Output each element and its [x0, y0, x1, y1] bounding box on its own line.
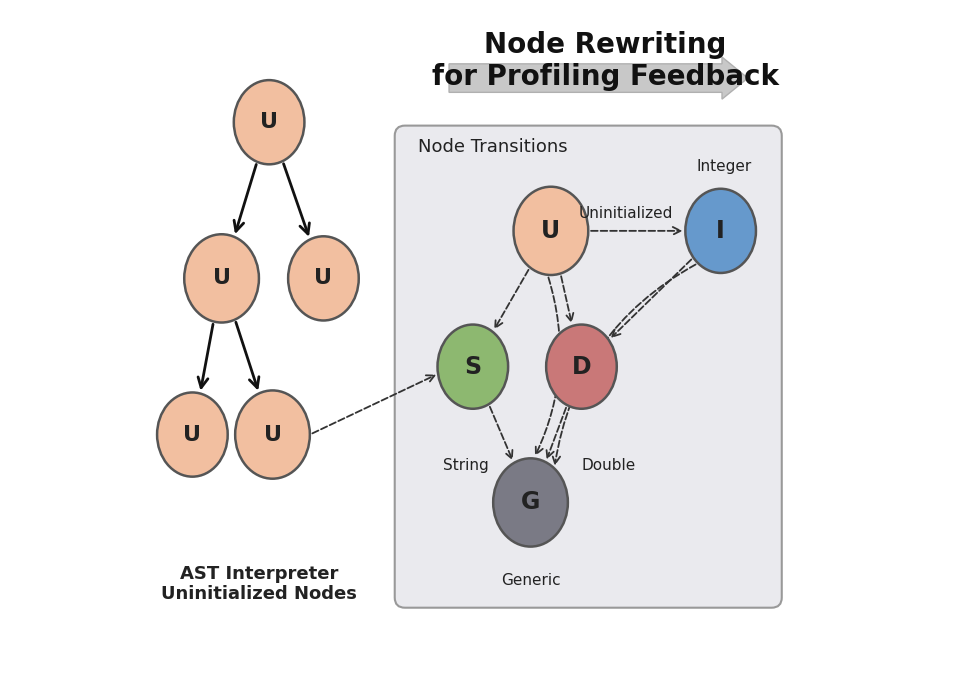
Text: U: U	[264, 424, 281, 445]
FancyBboxPatch shape	[395, 126, 781, 608]
Text: U: U	[315, 268, 332, 289]
FancyArrow shape	[449, 57, 748, 99]
Text: U: U	[260, 112, 278, 132]
Ellipse shape	[685, 189, 756, 273]
Text: D: D	[572, 354, 591, 379]
Text: G: G	[521, 490, 540, 515]
Text: Generic: Generic	[500, 573, 560, 588]
Text: S: S	[465, 354, 481, 379]
Ellipse shape	[235, 390, 310, 479]
Ellipse shape	[157, 392, 228, 477]
Ellipse shape	[185, 234, 259, 323]
Text: Integer: Integer	[696, 159, 752, 174]
Ellipse shape	[438, 325, 508, 409]
Text: I: I	[716, 219, 725, 243]
Ellipse shape	[514, 187, 588, 275]
Ellipse shape	[546, 325, 616, 409]
Ellipse shape	[494, 458, 568, 547]
Text: U: U	[541, 219, 560, 243]
Text: Double: Double	[582, 458, 636, 473]
Text: U: U	[184, 424, 201, 445]
Ellipse shape	[234, 80, 304, 164]
Text: U: U	[213, 268, 231, 289]
Text: Uninitialized: Uninitialized	[579, 206, 672, 221]
Ellipse shape	[288, 236, 358, 320]
Text: String: String	[443, 458, 489, 473]
Text: AST Interpreter
Uninitialized Nodes: AST Interpreter Uninitialized Nodes	[161, 564, 356, 604]
Text: Node Rewriting
for Profiling Feedback: Node Rewriting for Profiling Feedback	[432, 31, 779, 91]
Text: Node Transitions: Node Transitions	[418, 138, 568, 156]
